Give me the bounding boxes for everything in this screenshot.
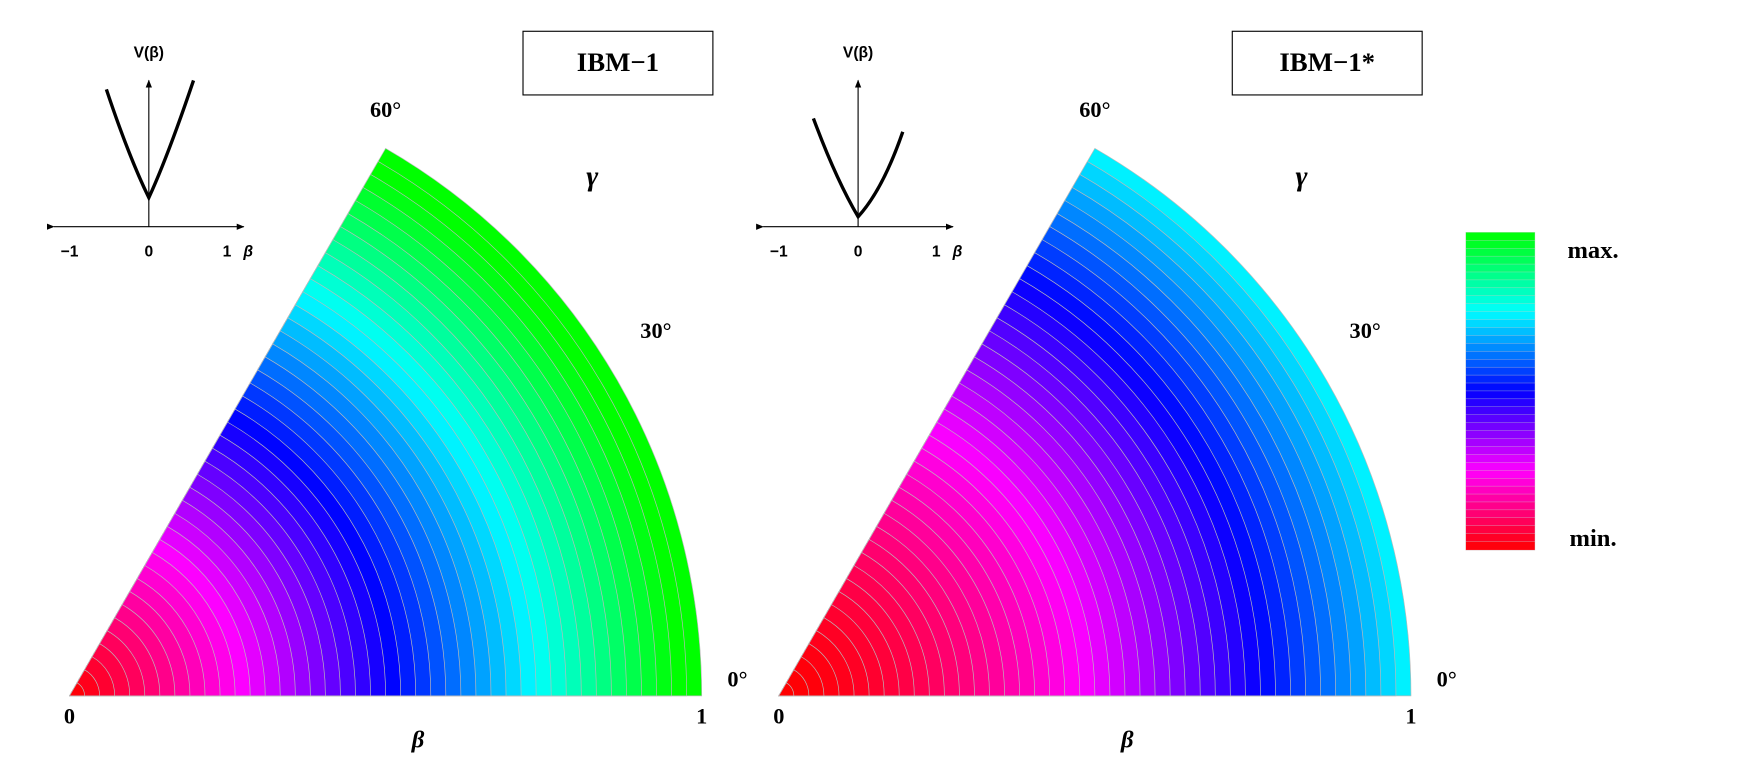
colorbar-band bbox=[1465, 438, 1536, 448]
inset-x-label: β bbox=[242, 244, 253, 261]
inset-x-tick: 1 bbox=[932, 244, 941, 261]
inset-x-label: β bbox=[952, 244, 963, 261]
colorbar-band bbox=[1465, 478, 1536, 487]
colorbar-band bbox=[1465, 335, 1536, 345]
colorbar-band bbox=[1465, 343, 1536, 353]
colorbar-band bbox=[1465, 509, 1536, 519]
colorbar-min: min. bbox=[1570, 525, 1617, 552]
colorbar-band bbox=[1465, 271, 1536, 281]
inset-x-tick: −1 bbox=[770, 244, 788, 261]
colorbar-band bbox=[1465, 430, 1536, 440]
angle-label: 60° bbox=[1079, 97, 1110, 122]
colorbar-band bbox=[1465, 525, 1536, 535]
colorbar-max: max. bbox=[1567, 237, 1618, 264]
colorbar-band bbox=[1465, 351, 1536, 360]
colorbar-band bbox=[1465, 263, 1536, 273]
angle-label: 30° bbox=[1350, 318, 1381, 343]
colorbar-band bbox=[1465, 232, 1536, 241]
colorbar-band bbox=[1465, 390, 1536, 400]
colorbar-band bbox=[1465, 303, 1536, 313]
colorbar-band bbox=[1465, 485, 1536, 495]
inset-x-tick: −1 bbox=[61, 244, 79, 261]
angle-label: 30° bbox=[640, 318, 671, 343]
inset-x-tick: 1 bbox=[223, 244, 232, 261]
gamma-label: γ bbox=[1295, 160, 1308, 192]
colorbar-band bbox=[1465, 533, 1536, 543]
colorbar-band bbox=[1465, 501, 1536, 511]
angle-label: 60° bbox=[370, 97, 401, 122]
panel: IBM−1*V(β)−1 0 1 β60°30°0°γ0 1β bbox=[756, 30, 1457, 753]
radial-tick: 1 bbox=[696, 703, 707, 728]
colorbar-band bbox=[1465, 470, 1536, 479]
inset-x-tick: 0 bbox=[854, 244, 863, 261]
label-box bbox=[1231, 30, 1423, 96]
inset-curve bbox=[811, 117, 905, 220]
colorbar-band bbox=[1465, 493, 1536, 503]
colorbar-band bbox=[1465, 462, 1536, 471]
colorbar-band bbox=[1465, 382, 1536, 392]
gamma-label: γ bbox=[586, 160, 599, 192]
colorbar-band bbox=[1465, 446, 1536, 456]
radial-tick: 1 bbox=[1405, 703, 1416, 728]
colorbar-band bbox=[1465, 279, 1536, 289]
inset-y-label: V(β) bbox=[843, 45, 873, 62]
colorbar-band bbox=[1465, 517, 1536, 527]
panel-label: IBM−1 bbox=[577, 47, 659, 77]
colorbar-band bbox=[1465, 255, 1536, 265]
angle-label: 0° bbox=[1437, 666, 1457, 691]
colorbar-band bbox=[1465, 366, 1536, 376]
colorbar-band bbox=[1465, 319, 1536, 329]
colorbar-band bbox=[1465, 359, 1536, 368]
colorbar-band bbox=[1465, 398, 1536, 408]
colorbar-band bbox=[1465, 541, 1536, 551]
contour-band bbox=[68, 682, 85, 697]
radial-label: β bbox=[411, 726, 425, 753]
radial-tick: 0 bbox=[773, 703, 784, 728]
colorbar-band bbox=[1465, 240, 1536, 249]
inset-x-tick: 0 bbox=[144, 244, 153, 261]
colorbar-band bbox=[1465, 414, 1536, 424]
colorbar-band bbox=[1465, 422, 1536, 432]
inset-y-label: V(β) bbox=[134, 45, 164, 62]
colorbar-band bbox=[1465, 311, 1536, 321]
colorbar-band bbox=[1465, 248, 1536, 257]
colorbar-band bbox=[1465, 374, 1536, 384]
angle-label: 0° bbox=[727, 666, 747, 691]
label-box bbox=[522, 30, 714, 96]
colorbar-band bbox=[1465, 454, 1536, 464]
colorbar-band bbox=[1465, 295, 1536, 305]
inset-curve bbox=[104, 79, 196, 202]
contour-band bbox=[778, 682, 795, 697]
panel-label: IBM−1* bbox=[1279, 47, 1375, 77]
colorbar-band bbox=[1465, 287, 1536, 297]
colorbar-band bbox=[1465, 406, 1536, 416]
radial-label: β bbox=[1120, 726, 1134, 753]
colorbar-band bbox=[1465, 327, 1536, 337]
colorbar: max. min. bbox=[1465, 232, 1619, 552]
radial-tick: 0 bbox=[64, 703, 75, 728]
panel: IBM−1V(β)−1 0 1 β60°30°0°γ0 1β bbox=[46, 30, 748, 753]
